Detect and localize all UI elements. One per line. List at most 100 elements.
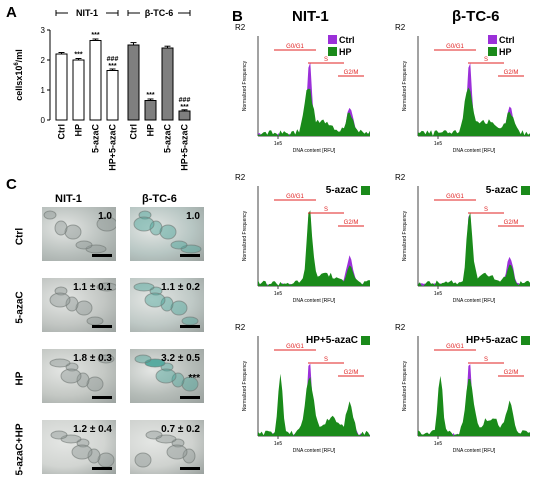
gate-label: G0/G1 bbox=[286, 344, 304, 350]
gate-label: S bbox=[324, 207, 328, 213]
x-axis-label: DNA content [RFU] bbox=[293, 448, 336, 454]
significance-mark: ### bbox=[107, 56, 119, 63]
y-tick-label: 1 bbox=[41, 86, 46, 95]
legend-label-ctrl: Ctrl bbox=[499, 35, 515, 45]
x-tick-label: 1e5 bbox=[274, 291, 283, 297]
group-title: β-TC-6 bbox=[145, 8, 174, 18]
cell-blob bbox=[65, 296, 79, 312]
gate-label: G2/M bbox=[344, 70, 359, 76]
bar bbox=[106, 70, 119, 121]
flow-col-title-nit1: NIT-1 bbox=[292, 8, 329, 25]
gate-label: G0/G1 bbox=[446, 344, 464, 350]
row-treatment-label: 5-azaC bbox=[326, 185, 358, 196]
scale-bar bbox=[92, 254, 112, 257]
treatment-swatch bbox=[521, 336, 530, 345]
panel-b-letter: B bbox=[232, 8, 243, 25]
category-label: 5-azaC bbox=[163, 124, 173, 154]
fold-change-value: 1.1 ± 0.2 bbox=[161, 282, 200, 293]
cell-blob bbox=[171, 372, 185, 388]
y-axis-label: Normalized Frequency bbox=[402, 60, 408, 111]
gate-label: G2/M bbox=[504, 370, 519, 376]
x-axis-label: DNA content [RFU] bbox=[453, 448, 496, 454]
cell-blob bbox=[182, 448, 196, 464]
gate-r2-label: R2 bbox=[395, 23, 406, 32]
gate-label: S bbox=[484, 57, 488, 63]
cell-blob bbox=[134, 354, 152, 364]
fold-change-value: 3.2 ± 0.5 bbox=[161, 353, 200, 364]
cell-blob bbox=[133, 216, 155, 232]
cell-blob bbox=[96, 282, 116, 292]
y-axis-label: Normalized Frequency bbox=[242, 360, 248, 411]
cell-blob bbox=[75, 300, 93, 316]
micrograph-image: 1.1 ± 0.2 bbox=[130, 278, 204, 332]
cell-blob bbox=[49, 358, 71, 368]
x-axis-label: DNA content [RFU] bbox=[453, 298, 496, 304]
group-title: NIT-1 bbox=[76, 8, 98, 18]
x-axis-label: DNA content [RFU] bbox=[453, 148, 496, 154]
hp-histogram bbox=[418, 375, 530, 436]
fold-change-value: 1.8 ± 0.3 bbox=[73, 353, 112, 364]
flow-histogram: R2 Normalized Frequency 1e5 DNA content [RF… bbox=[235, 173, 370, 304]
bar bbox=[127, 44, 140, 121]
row-treatment-label: 5-azaC bbox=[486, 185, 518, 196]
cell-blob bbox=[170, 240, 188, 250]
gate-label: G0/G1 bbox=[446, 44, 464, 50]
scale-bar bbox=[180, 396, 200, 399]
x-tick-label: 1e5 bbox=[274, 441, 283, 447]
cell-blob bbox=[181, 376, 199, 392]
treatment-swatch bbox=[521, 186, 530, 195]
bar bbox=[161, 47, 174, 121]
cell-blobs bbox=[49, 354, 115, 392]
legend-swatch-ctrl bbox=[328, 35, 337, 44]
category-label: Ctrl bbox=[57, 124, 67, 140]
gate-label: G2/M bbox=[344, 220, 359, 226]
cell-blob bbox=[49, 292, 71, 308]
flow-histogram: R2 Normalized Frequency 1e5 DNA content [RF… bbox=[395, 323, 530, 454]
group-title-bg bbox=[68, 7, 106, 19]
legend-swatch-hp bbox=[488, 47, 497, 56]
scale-bar bbox=[92, 396, 112, 399]
gate-r2-label: R2 bbox=[235, 173, 246, 182]
cell-blob bbox=[133, 282, 155, 292]
significance-mark: *** bbox=[188, 373, 200, 384]
gate-r2-label: R2 bbox=[235, 323, 246, 332]
cell-blob bbox=[60, 368, 82, 384]
fold-change-value: 1.0 bbox=[98, 211, 112, 222]
panel-a-letter: A bbox=[6, 4, 17, 21]
cell-blob bbox=[97, 354, 115, 364]
fold-change-value: 0.7 ± 0.2 bbox=[161, 424, 200, 435]
gate-label: G2/M bbox=[504, 70, 519, 76]
hp-histogram bbox=[258, 373, 370, 436]
gate-label: G0/G1 bbox=[446, 194, 464, 200]
gate-label: G2/M bbox=[504, 220, 519, 226]
row-treatment-label: HP+5-azaC bbox=[466, 335, 518, 346]
cell-blob bbox=[87, 448, 101, 464]
scale-bar bbox=[180, 254, 200, 257]
gate-label: G2/M bbox=[344, 370, 359, 376]
category-label: HP bbox=[146, 124, 156, 137]
cell-blob bbox=[75, 240, 93, 250]
cell-blob bbox=[155, 368, 177, 384]
scale-bar bbox=[180, 325, 200, 328]
cell-blob bbox=[160, 296, 174, 312]
bar bbox=[72, 59, 85, 121]
legend-label-hp: HP bbox=[339, 47, 352, 57]
y-axis-label: Normalized Frequency bbox=[402, 360, 408, 411]
significance-mark: *** bbox=[146, 92, 154, 99]
cell-blob bbox=[144, 292, 166, 308]
cell-blobs bbox=[50, 430, 115, 468]
micrograph-image: 1.8 ± 0.3 bbox=[42, 349, 116, 403]
legend-label-hp: HP bbox=[499, 47, 512, 57]
y-tick-label: 3 bbox=[41, 26, 46, 35]
hp-histogram bbox=[258, 210, 370, 286]
micrograph-image: 1.2 ± 0.4 bbox=[42, 420, 116, 474]
category-label: 5-azaC bbox=[91, 124, 101, 154]
bar bbox=[178, 110, 191, 121]
x-tick-label: 1e5 bbox=[274, 141, 283, 147]
bar bbox=[89, 40, 102, 121]
cell-blob bbox=[181, 316, 199, 326]
cell-count-bar-chart: 0123cellsx106/mlCtrl***HP***5-azaC###***… bbox=[14, 7, 191, 171]
cell-blob bbox=[134, 452, 152, 468]
treatment-swatch bbox=[361, 186, 370, 195]
gate-r2-label: R2 bbox=[395, 173, 406, 182]
